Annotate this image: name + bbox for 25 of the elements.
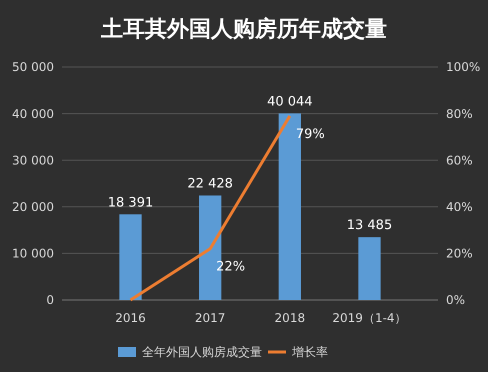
- y2-tick-label: 0%: [446, 293, 466, 308]
- x-tick-label: 2019（1-4）: [332, 311, 407, 325]
- legend-label: 全年外国人购房成交量: [142, 345, 262, 360]
- y-tick-label: 40 000: [12, 106, 54, 121]
- chart-title: 土耳其外国人购房历年成交量: [100, 16, 387, 42]
- y-tick-label: 30 000: [12, 153, 54, 168]
- data-label: 13 485: [346, 218, 392, 234]
- data-label: 18 391: [108, 195, 154, 210]
- legend-label: 增长率: [291, 345, 328, 360]
- y2-tick-label: 20%: [446, 246, 473, 261]
- data-label: 40 044: [267, 94, 313, 110]
- y-tick-label: 20 000: [12, 200, 54, 214]
- y2-tick-label: 100%: [446, 60, 480, 74]
- y-tick-label: 50 000: [12, 60, 54, 74]
- y2-tick-label: 40%: [446, 200, 473, 214]
- y2-tick-label: 60%: [446, 153, 473, 168]
- data-label: 22 428: [187, 176, 233, 192]
- y-tick-label: 10 000: [12, 246, 54, 261]
- bar: [358, 237, 381, 300]
- x-tick-label: 2018: [274, 311, 306, 325]
- y2-tick-label: 80%: [446, 106, 473, 121]
- y-tick-label: 0: [46, 293, 54, 308]
- x-tick-label: 2016: [115, 311, 146, 325]
- x-tick-label: 2017: [194, 311, 226, 325]
- bar: [119, 214, 142, 300]
